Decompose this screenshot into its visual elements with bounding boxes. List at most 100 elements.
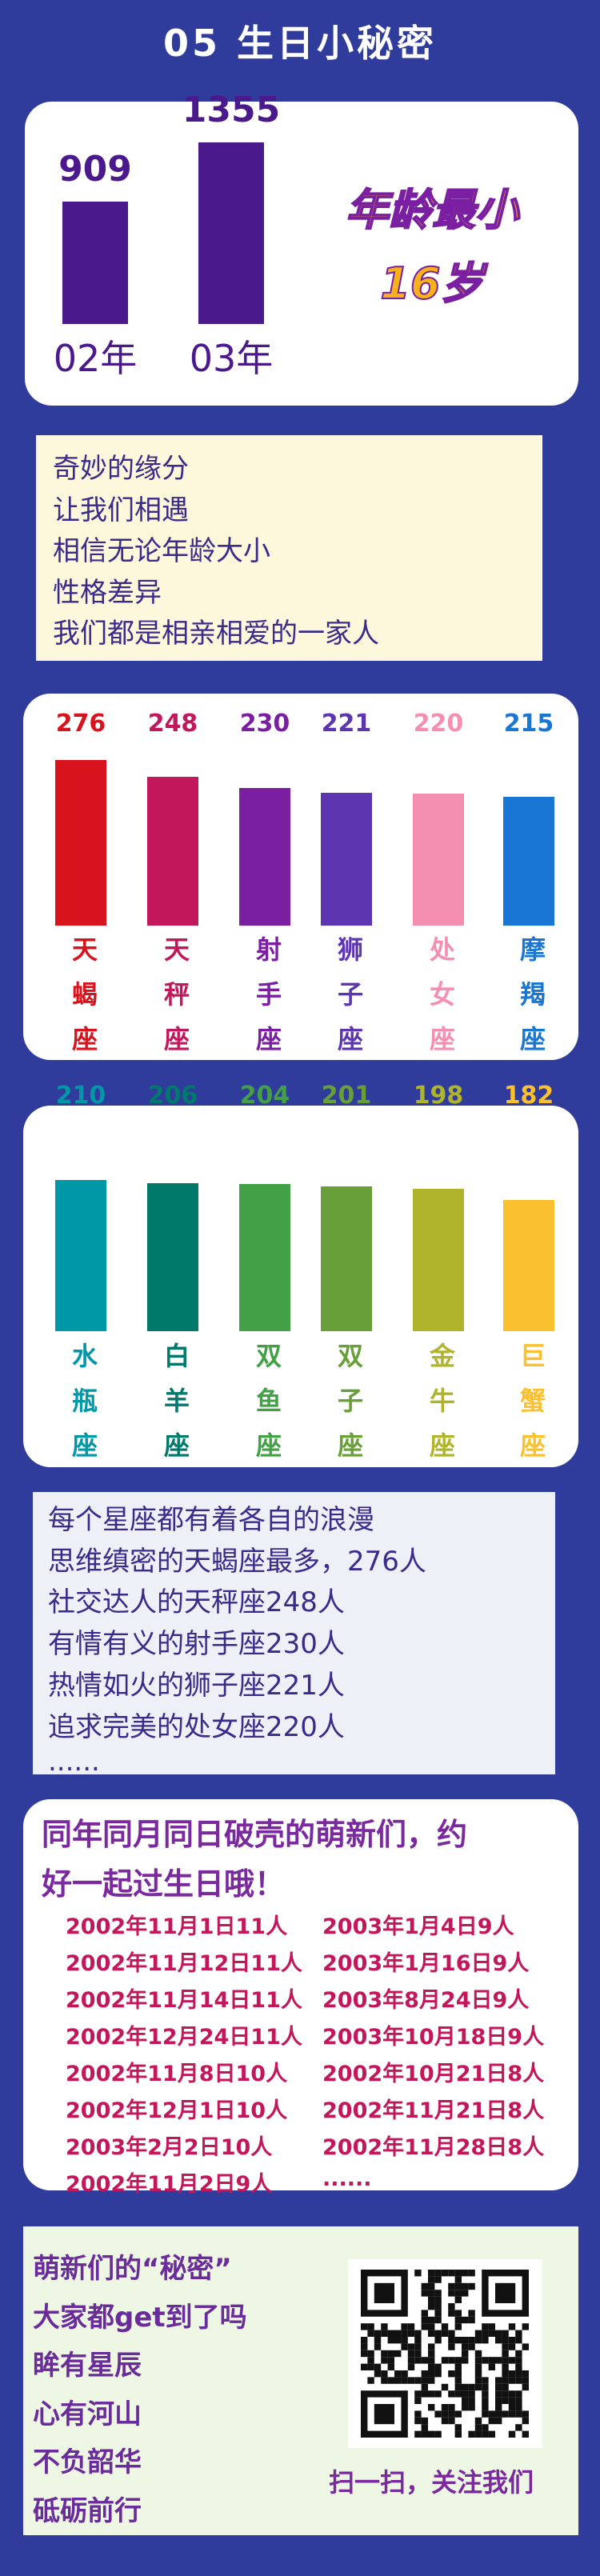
qr-module bbox=[515, 2404, 522, 2411]
qr-module bbox=[448, 2390, 455, 2398]
qr-module bbox=[474, 2363, 482, 2370]
qr-module bbox=[448, 2282, 455, 2290]
qr-module bbox=[428, 2370, 435, 2378]
qr-module bbox=[462, 2350, 469, 2358]
qr-module bbox=[482, 2424, 489, 2431]
qr-module bbox=[454, 2363, 462, 2370]
category-label: 白羊座 bbox=[160, 1342, 190, 1477]
qr-module bbox=[367, 2377, 374, 2384]
qr-module bbox=[495, 2417, 502, 2425]
bar bbox=[503, 1200, 554, 1331]
qr-module bbox=[414, 2343, 422, 2350]
qr-module bbox=[508, 2377, 516, 2384]
qr-module bbox=[428, 2303, 435, 2310]
qr-module bbox=[434, 2370, 442, 2378]
qr-module bbox=[421, 2370, 428, 2378]
qr-module bbox=[462, 2337, 469, 2344]
qr-module bbox=[367, 2357, 374, 2364]
date-entry: 2002年12月24日11人 bbox=[66, 2025, 302, 2050]
qr-module bbox=[421, 2390, 428, 2398]
bar bbox=[147, 1182, 198, 1331]
value-label: 201 bbox=[321, 1082, 372, 1110]
value-label: 221 bbox=[321, 710, 372, 738]
qr-module bbox=[434, 2276, 442, 2283]
bar bbox=[239, 787, 290, 926]
qr-module bbox=[515, 2363, 522, 2370]
qr-module bbox=[508, 2397, 516, 2404]
qr-module bbox=[448, 2310, 455, 2317]
qr-module bbox=[474, 2350, 482, 2358]
qr-module bbox=[428, 2363, 435, 2370]
qr-module bbox=[448, 2410, 455, 2418]
qr-module bbox=[434, 2290, 442, 2297]
qr-module bbox=[468, 2316, 475, 2324]
qr-module bbox=[488, 2417, 495, 2425]
category-label: 射手座 bbox=[252, 936, 282, 1070]
qr-module bbox=[414, 2270, 422, 2277]
qr-module bbox=[421, 2310, 428, 2317]
summary-box bbox=[33, 1492, 555, 1774]
qr-module bbox=[454, 2270, 462, 2277]
qr-module bbox=[502, 2330, 509, 2337]
value-label: 204 bbox=[239, 1082, 290, 1110]
qr-module bbox=[495, 2357, 502, 2364]
qr-module bbox=[434, 2310, 442, 2317]
footer-line: 萌新们的“秘密” bbox=[33, 2253, 232, 2285]
qr-module bbox=[462, 2404, 469, 2411]
category-label: 02年 bbox=[53, 337, 138, 380]
qr-module bbox=[381, 2377, 388, 2384]
qr-module bbox=[468, 2343, 475, 2350]
qr-module bbox=[515, 2424, 522, 2431]
qr-module bbox=[468, 2270, 475, 2277]
value-label: 1355 bbox=[182, 89, 281, 130]
qr-module bbox=[361, 2323, 368, 2330]
qr-module bbox=[462, 2397, 469, 2404]
qr-module bbox=[495, 2390, 502, 2398]
category-label: 双子座 bbox=[334, 1342, 364, 1477]
qr-module bbox=[407, 2343, 415, 2350]
text-line: 让我们相遇 bbox=[53, 494, 189, 526]
qr-module bbox=[407, 2330, 415, 2337]
qr-module bbox=[515, 2330, 522, 2337]
date-entry: 2003年8月24日9人 bbox=[322, 1988, 530, 2013]
qr-module bbox=[508, 2390, 516, 2398]
qr-module bbox=[421, 2357, 428, 2364]
qr-module bbox=[515, 2350, 522, 2358]
qr-module bbox=[482, 2383, 489, 2391]
qr-module bbox=[454, 2390, 462, 2398]
qr-module bbox=[474, 2383, 482, 2391]
qr-module bbox=[441, 2270, 449, 2277]
qr-module bbox=[434, 2390, 442, 2398]
qr-module bbox=[468, 2282, 475, 2290]
qr-module bbox=[468, 2397, 475, 2404]
date-entry: 2002年12月1日10人 bbox=[66, 2098, 288, 2123]
zodiac-card bbox=[23, 1106, 578, 1467]
qr-module bbox=[367, 2350, 374, 2358]
qr-module bbox=[468, 2404, 475, 2411]
qr-module bbox=[474, 2377, 482, 2384]
qr-module bbox=[374, 2282, 394, 2303]
qr-module bbox=[522, 2430, 529, 2438]
qr-module bbox=[434, 2410, 442, 2418]
category-label: 摩羯座 bbox=[516, 936, 546, 1070]
qr-module bbox=[441, 2383, 449, 2391]
bar bbox=[239, 1184, 290, 1331]
text-line: 热情如火的狮子座221人 bbox=[48, 1669, 345, 1702]
qr-module bbox=[482, 2337, 489, 2344]
value-label: 276 bbox=[55, 710, 106, 738]
qr-module bbox=[428, 2390, 435, 2398]
qr-module bbox=[421, 2323, 428, 2330]
qr-module bbox=[508, 2410, 516, 2418]
qr-module bbox=[407, 2350, 415, 2358]
qr-module bbox=[508, 2337, 516, 2344]
date-entry: 2002年11月1日11人 bbox=[66, 1914, 288, 1939]
qr-module bbox=[488, 2330, 495, 2337]
qr-module bbox=[474, 2417, 482, 2425]
footer-line: 眸有星辰 bbox=[33, 2350, 142, 2382]
qr-module bbox=[488, 2430, 495, 2438]
text-line: 奇妙的缘分 bbox=[53, 453, 189, 485]
qr-module bbox=[495, 2377, 502, 2384]
qr-module bbox=[502, 2377, 509, 2384]
qr-module bbox=[434, 2330, 442, 2337]
qr-module bbox=[468, 2310, 475, 2317]
